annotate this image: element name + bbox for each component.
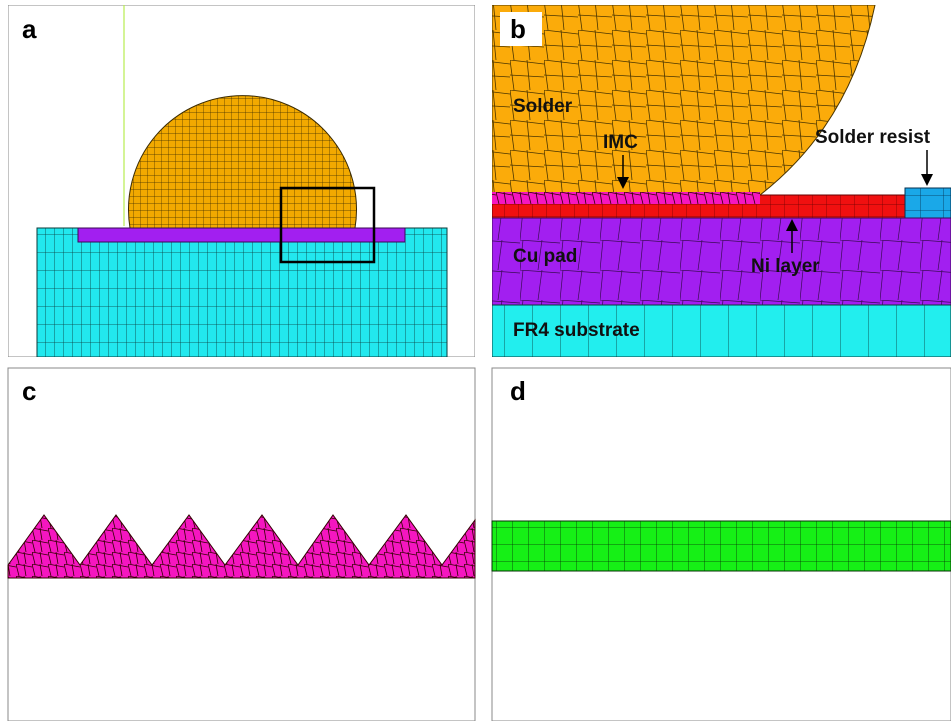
panel-c: c <box>8 368 475 721</box>
imc <box>492 192 760 204</box>
panel-b: b Solder IMC Solder resist Cu pad Ni lay… <box>492 5 951 357</box>
page: {"panels": [ {"label": "a"}, {"label": "… <box>0 0 951 721</box>
annotation: Solder resist <box>815 127 931 148</box>
substrate <box>37 228 447 357</box>
panel-letter: a <box>22 14 37 44</box>
cu-pad <box>78 228 405 242</box>
solder-resist <box>905 188 951 218</box>
annotation: Cu pad <box>513 246 577 267</box>
panel-d: d <box>492 368 951 721</box>
ni-mesh <box>492 521 951 571</box>
panel-a: a <box>8 5 475 357</box>
panel-letter: b <box>510 14 526 44</box>
figure: a b Solder IMC Solder resist Cu pad Ni l… <box>0 0 951 721</box>
panel-letter: c <box>22 376 36 406</box>
panel-letter: d <box>510 376 526 406</box>
annotation: IMC <box>603 132 638 153</box>
annotation: FR4 substrate <box>513 320 640 341</box>
annotation: Solder <box>513 96 573 117</box>
annotation: Ni layer <box>751 256 820 277</box>
